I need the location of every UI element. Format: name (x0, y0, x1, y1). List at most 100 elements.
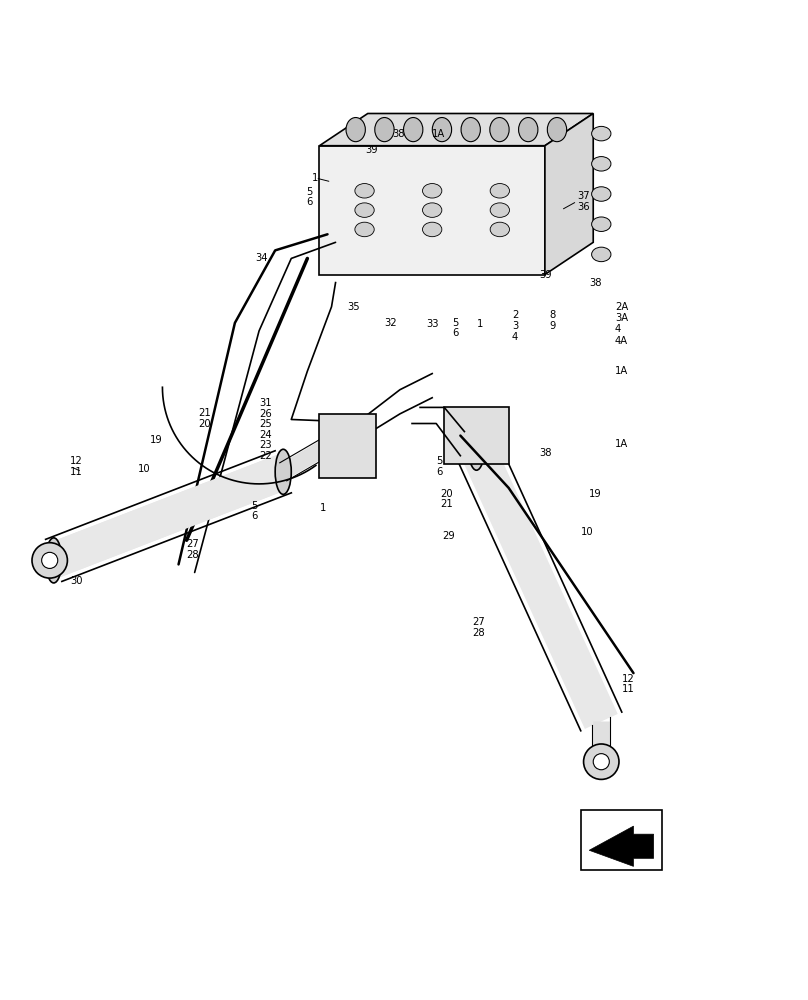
Text: 11: 11 (621, 684, 634, 694)
Text: 12: 12 (621, 674, 634, 684)
Ellipse shape (355, 222, 374, 237)
Text: 6: 6 (436, 467, 443, 477)
Text: 26: 26 (259, 409, 271, 419)
Ellipse shape (423, 203, 442, 217)
Text: 39: 39 (494, 437, 507, 447)
Ellipse shape (32, 543, 67, 578)
Text: 10: 10 (138, 464, 151, 474)
Ellipse shape (423, 222, 442, 237)
Ellipse shape (490, 118, 509, 142)
Text: 8: 8 (457, 437, 463, 447)
Text: 29: 29 (443, 531, 456, 541)
Text: 36: 36 (577, 202, 590, 212)
Text: 38: 38 (539, 448, 552, 458)
Text: 5: 5 (251, 501, 258, 511)
Text: 2A: 2A (615, 302, 628, 312)
Text: 1A: 1A (432, 129, 445, 139)
Text: 39: 39 (365, 145, 378, 155)
Text: 5: 5 (305, 187, 312, 197)
Text: 20: 20 (199, 419, 212, 429)
Ellipse shape (276, 449, 291, 494)
Ellipse shape (519, 118, 538, 142)
Ellipse shape (355, 203, 374, 217)
Text: 4A: 4A (615, 336, 628, 346)
Text: 22: 22 (259, 451, 271, 461)
Ellipse shape (469, 425, 485, 470)
Text: 19: 19 (150, 435, 163, 445)
Ellipse shape (490, 222, 510, 237)
Ellipse shape (591, 187, 611, 201)
Text: 30: 30 (69, 576, 82, 586)
Text: 4: 4 (615, 324, 621, 334)
Text: 32: 32 (384, 318, 397, 328)
Text: 11: 11 (69, 467, 82, 477)
Ellipse shape (547, 118, 566, 142)
Ellipse shape (327, 426, 368, 466)
Ellipse shape (593, 754, 609, 770)
Ellipse shape (346, 118, 365, 142)
Polygon shape (545, 113, 593, 275)
Text: 5: 5 (452, 318, 459, 328)
Text: 34: 34 (255, 253, 267, 263)
Text: 35: 35 (347, 302, 360, 312)
Text: 6: 6 (251, 511, 258, 521)
Text: 5: 5 (436, 456, 443, 466)
Text: 21: 21 (440, 499, 453, 509)
Text: 1A: 1A (615, 366, 628, 376)
Text: 8: 8 (549, 310, 555, 320)
Text: 10: 10 (581, 527, 594, 537)
Bar (581, 810, 662, 870)
Text: 27: 27 (473, 617, 485, 627)
Text: 4: 4 (512, 332, 518, 342)
Ellipse shape (591, 247, 611, 262)
Ellipse shape (591, 217, 611, 231)
Ellipse shape (403, 118, 423, 142)
Ellipse shape (461, 118, 481, 142)
Text: 1: 1 (311, 173, 318, 183)
Text: 31: 31 (259, 398, 271, 408)
Text: 21: 21 (199, 408, 212, 418)
Text: 38: 38 (392, 129, 405, 139)
Text: 24: 24 (259, 430, 271, 440)
Text: 33: 33 (427, 319, 439, 329)
Ellipse shape (423, 184, 442, 198)
Text: 1: 1 (477, 319, 483, 329)
Ellipse shape (355, 184, 374, 198)
Text: 28: 28 (187, 550, 200, 560)
Ellipse shape (42, 552, 57, 568)
Polygon shape (319, 146, 545, 275)
Text: 39: 39 (539, 270, 552, 280)
Text: 6: 6 (452, 328, 459, 338)
Text: 9: 9 (457, 427, 463, 437)
Ellipse shape (432, 118, 452, 142)
Ellipse shape (591, 126, 611, 141)
Polygon shape (319, 414, 376, 478)
Text: 1: 1 (319, 503, 326, 513)
Ellipse shape (339, 438, 356, 454)
Polygon shape (444, 407, 509, 464)
Text: 3: 3 (512, 321, 518, 331)
Text: 20: 20 (440, 489, 452, 499)
Polygon shape (319, 113, 593, 146)
Text: 3A: 3A (615, 313, 628, 323)
Text: 23: 23 (259, 440, 271, 450)
Ellipse shape (490, 203, 510, 217)
Ellipse shape (490, 184, 510, 198)
Ellipse shape (469, 428, 485, 444)
Text: 38: 38 (330, 456, 343, 466)
Polygon shape (589, 826, 654, 866)
Text: 1A: 1A (615, 439, 628, 449)
Ellipse shape (459, 418, 494, 453)
Text: 6: 6 (305, 197, 312, 207)
Text: 28: 28 (473, 628, 485, 638)
Text: 38: 38 (589, 278, 602, 288)
Ellipse shape (375, 118, 394, 142)
Ellipse shape (583, 744, 619, 779)
Text: 2: 2 (512, 310, 518, 320)
Text: 25: 25 (259, 419, 271, 429)
Ellipse shape (591, 157, 611, 171)
Text: 19: 19 (589, 489, 602, 499)
Text: 37: 37 (577, 191, 590, 201)
Text: 9: 9 (549, 321, 555, 331)
Text: 27: 27 (187, 539, 200, 549)
